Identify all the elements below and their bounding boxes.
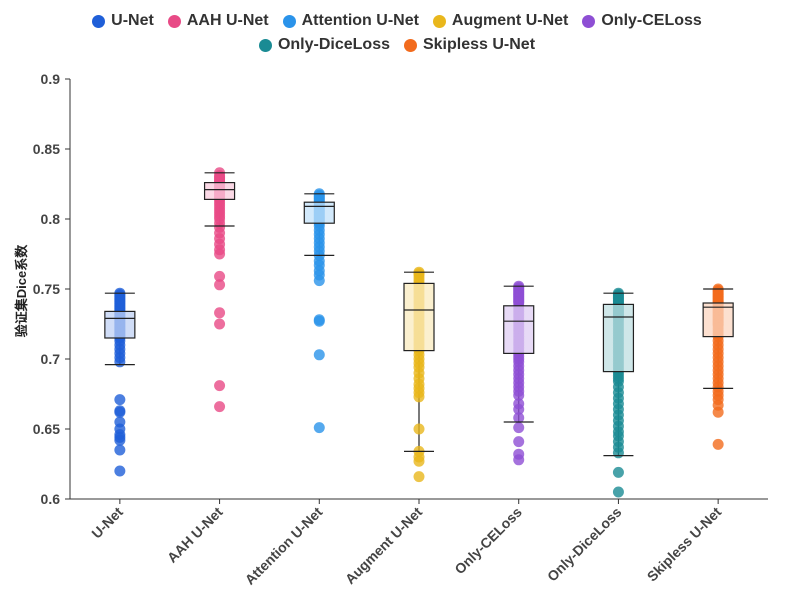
legend-label: Skipless U-Net bbox=[422, 36, 536, 53]
series-group bbox=[403, 266, 435, 483]
legend-label: U-Net bbox=[111, 12, 154, 29]
data-point bbox=[513, 454, 525, 466]
data-point bbox=[214, 318, 226, 330]
data-point bbox=[214, 279, 226, 291]
legend-marker bbox=[282, 14, 296, 28]
legend-item[interactable]: Only-DiceLoss bbox=[258, 36, 390, 54]
legend-item[interactable]: Attention U-Net bbox=[282, 12, 419, 30]
series-group bbox=[702, 283, 734, 450]
x-tick-label: Only-CELoss bbox=[451, 504, 525, 578]
series-group bbox=[303, 188, 335, 434]
data-point bbox=[513, 436, 525, 448]
legend-label: Only-DiceLoss bbox=[277, 36, 390, 53]
y-tick-label: 0.8 bbox=[41, 211, 61, 227]
data-point bbox=[712, 406, 724, 418]
legend-label: Augment U-Net bbox=[451, 12, 569, 29]
box bbox=[702, 302, 734, 338]
data-point bbox=[214, 248, 226, 260]
data-point bbox=[612, 447, 624, 459]
box bbox=[602, 303, 635, 373]
y-tick-label: 0.7 bbox=[41, 351, 61, 367]
y-axis-label: 验证集Dice系数 bbox=[14, 244, 29, 337]
legend-item[interactable]: Skipless U-Net bbox=[403, 36, 536, 54]
y-tick-label: 0.75 bbox=[33, 281, 60, 297]
box bbox=[503, 305, 535, 354]
series-group bbox=[104, 287, 136, 477]
data-point bbox=[114, 394, 126, 406]
data-point bbox=[612, 466, 624, 478]
data-point bbox=[513, 422, 525, 434]
legend-marker bbox=[167, 14, 181, 28]
box bbox=[203, 182, 236, 201]
data-point bbox=[114, 434, 126, 446]
data-point bbox=[114, 465, 126, 477]
data-point bbox=[313, 275, 325, 287]
legend-label: Only-CELoss bbox=[601, 12, 702, 29]
box bbox=[104, 310, 136, 339]
x-tick-label: Skipless U-Net bbox=[644, 504, 725, 585]
y-tick-label: 0.6 bbox=[41, 491, 61, 507]
box bbox=[403, 282, 435, 352]
legend-marker bbox=[403, 38, 417, 52]
legend-marker bbox=[92, 14, 106, 28]
legend-row-1: U-Net AAH U-Net Attention U-Net Augment U-N… bbox=[0, 12, 794, 30]
series-group bbox=[203, 167, 236, 413]
y-tick-label: 0.65 bbox=[33, 421, 60, 437]
x-tick-label: AAH U-Net bbox=[164, 504, 226, 566]
x-tick-label: Attention U-Net bbox=[242, 504, 326, 588]
y-tick-label: 0.9 bbox=[41, 71, 61, 87]
series-group bbox=[602, 287, 635, 498]
data-point bbox=[513, 389, 525, 401]
legend-marker bbox=[582, 14, 596, 28]
legend-label: Attention U-Net bbox=[301, 12, 419, 29]
x-tick-label: Augment U-Net bbox=[342, 504, 426, 588]
data-point bbox=[712, 438, 724, 450]
series-group bbox=[503, 280, 535, 466]
data-point bbox=[214, 401, 226, 413]
legend-label: AAH U-Net bbox=[186, 12, 269, 29]
data-point bbox=[413, 471, 425, 483]
data-point bbox=[513, 403, 525, 415]
legend-item[interactable]: Augment U-Net bbox=[432, 12, 569, 30]
data-point bbox=[413, 391, 425, 403]
x-tick-label: Only-DiceLoss bbox=[544, 504, 625, 585]
legend-marker bbox=[258, 38, 272, 52]
data-point bbox=[114, 356, 126, 368]
data-point bbox=[313, 349, 325, 361]
data-point bbox=[612, 486, 624, 498]
data-point bbox=[214, 270, 226, 282]
data-point bbox=[413, 455, 425, 467]
data-point bbox=[114, 406, 126, 418]
data-point bbox=[313, 315, 325, 327]
x-tick-label: U-Net bbox=[88, 504, 126, 542]
data-point bbox=[214, 307, 226, 319]
legend-item[interactable]: Only-CELoss bbox=[582, 12, 702, 30]
data-point bbox=[114, 444, 126, 456]
legend-item[interactable]: U-Net bbox=[92, 12, 154, 30]
legend-marker bbox=[432, 14, 446, 28]
data-point bbox=[413, 423, 425, 435]
data-point bbox=[513, 412, 525, 424]
y-tick-label: 0.85 bbox=[33, 141, 60, 157]
data-point bbox=[214, 380, 226, 392]
legend-row-2: Only-DiceLoss Skipless U-Net bbox=[0, 36, 794, 54]
data-point bbox=[313, 422, 325, 434]
legend-item[interactable]: AAH U-Net bbox=[167, 12, 269, 30]
box bbox=[303, 201, 335, 224]
plot-area bbox=[104, 167, 734, 498]
